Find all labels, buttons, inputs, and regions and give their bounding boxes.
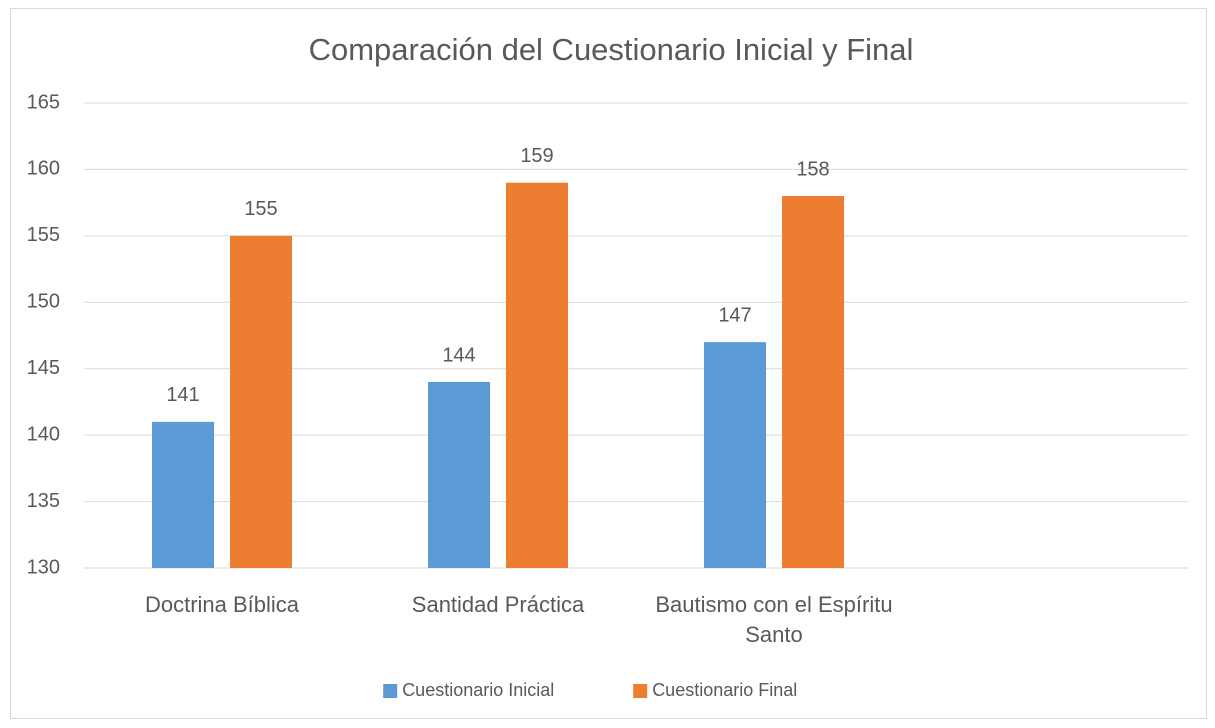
legend-label: Cuestionario Inicial [402, 680, 554, 700]
data-label: 159 [520, 145, 553, 167]
x-tick-label: Doctrina Bíblica [144, 592, 300, 617]
legend-swatch [633, 684, 648, 698]
data-label: 141 [166, 384, 199, 406]
bar [152, 421, 214, 568]
data-label: 155 [244, 198, 277, 220]
y-tick-label: 155 [27, 224, 60, 246]
chart-border [10, 8, 1207, 719]
x-tick-label: Santidad Práctica [411, 592, 585, 617]
y-tick-label: 140 [27, 423, 60, 445]
y-tick-label: 135 [27, 490, 60, 512]
chart-title: Comparación del Cuestionario Inicial y F… [309, 32, 914, 67]
x-tick-label: Bautismo con el Espíritu Santo [655, 592, 893, 647]
y-tick-label: 165 [27, 91, 60, 113]
data-label: 144 [442, 344, 475, 366]
y-tick-label: 130 [27, 556, 60, 578]
y-tick-label: 160 [27, 158, 60, 180]
y-tick-label: 150 [27, 291, 60, 313]
bar [230, 235, 292, 568]
y-tick-label: 145 [27, 357, 60, 379]
bar [704, 342, 766, 568]
legend-swatch [383, 684, 398, 698]
bar [428, 382, 490, 568]
data-label: 147 [718, 304, 751, 326]
bar [782, 196, 844, 568]
data-label: 158 [796, 158, 829, 180]
legend-label: Cuestionario Final [652, 680, 797, 700]
bar [506, 182, 568, 568]
